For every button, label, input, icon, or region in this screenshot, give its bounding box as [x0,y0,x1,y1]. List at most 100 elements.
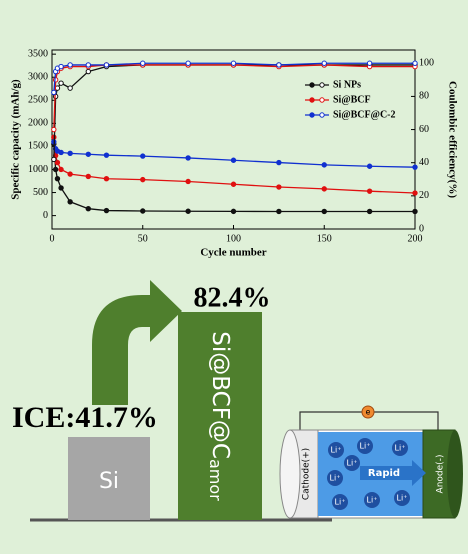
ion [364,492,380,508]
point [140,176,146,183]
legend-marker [319,112,325,118]
y-tick-label: 2000 [28,118,48,129]
y-tick-label: 3500 [28,48,48,59]
y2-tick-label: 60 [419,124,429,135]
point [58,185,64,191]
point [67,199,73,205]
y2-tick-label: 40 [419,157,429,168]
point [85,68,92,75]
point [54,159,61,166]
point [51,156,57,163]
anode-label: Anode(-) [436,455,446,494]
point [412,60,418,66]
legend-marker [309,112,315,118]
rapid-label: Rapid [368,468,400,479]
y-tick-label: 2500 [28,95,48,106]
chart: 0500100015002000250030003500020406080100… [10,48,459,258]
legend-label: Si@BCF@C-2 [333,109,396,120]
point [276,208,282,215]
improved-label: 82.4% [194,282,271,313]
y-axis-label: Specific capacity (mAh/g) [10,79,22,200]
ion [327,470,343,486]
point [321,60,327,66]
composite-label: Si@BCF@Camor [207,331,234,501]
point [103,176,110,182]
ice-label: ICE:41.7% [12,401,158,434]
ion-label: Li⁺ [397,494,408,503]
ion-label: Li⁺ [395,444,406,453]
point [140,60,146,66]
point [185,178,191,185]
y2-tick-label: 0 [419,223,424,234]
si-label: Si [99,469,119,494]
battery: e Cathode(+) Anode(-) Rapid Li⁺ Li⁺ Li⁺ … [279,405,463,519]
point [67,150,73,157]
point [366,188,373,194]
point [185,155,191,161]
point [140,208,146,214]
point [276,62,282,68]
point [103,62,110,68]
ion [392,440,408,456]
point [51,126,57,133]
point [51,89,57,96]
point [366,163,373,169]
point [58,80,64,86]
ion-label: Li⁺ [367,496,378,505]
point [67,171,73,177]
legend-marker [319,82,325,88]
point [185,208,191,214]
point [321,208,327,215]
point [276,159,282,166]
x-axis-label: Cycle number [200,247,266,259]
x-tick-label: 100 [226,233,241,244]
point [67,62,73,68]
point [58,149,64,156]
point [412,208,418,215]
point [85,206,92,212]
y-tick-label: 500 [33,187,48,198]
arrow [92,280,182,405]
legend-label: Si NPs [333,79,361,90]
point [276,184,282,190]
y-tick-label: 1500 [28,141,48,152]
point [52,166,59,173]
ion [344,455,360,471]
point [230,208,237,215]
anode-cap [447,430,463,518]
point [103,207,110,214]
ion [357,438,373,454]
composite-name: Si@BCF@C [208,331,234,459]
point [412,190,418,196]
ion [328,442,344,458]
point [321,186,327,192]
ice-diagram: ICE:41.7% 82.4% Si Si@BCF@Camor [12,280,332,522]
composite-subscript: amor [207,459,226,501]
rapid-arrow [360,460,426,486]
point [85,173,92,180]
point [321,162,327,168]
y-tick-label: 3000 [28,72,48,83]
y2-tick-label: 20 [419,190,429,201]
legend-label: Si@BCF [333,94,371,105]
cathode-label: Cathode(+) [302,448,312,500]
legend-marker [309,82,315,88]
point [103,152,110,158]
x-tick-label: 0 [50,233,55,244]
x-tick-label: 200 [408,233,423,244]
legend-marker [309,97,315,103]
y-tick-label: 1000 [28,164,48,175]
y2-tick-label: 100 [419,58,434,69]
point [230,60,237,66]
si-bar [68,437,150,520]
ion-label: Li⁺ [347,459,358,468]
point [412,164,418,170]
point [58,166,64,173]
electron [361,405,375,419]
point [85,62,92,68]
y-tick-label: 0 [43,210,48,221]
legend-marker [319,97,325,103]
y2-tick-label: 80 [419,91,429,102]
